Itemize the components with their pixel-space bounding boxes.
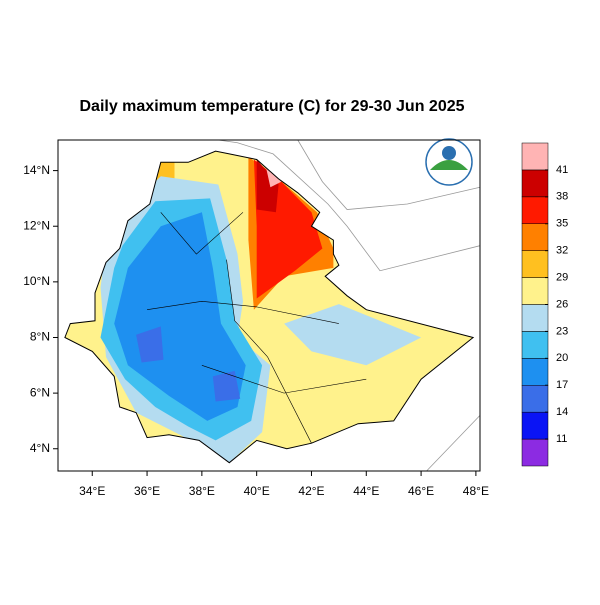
colorbar-label: 20 [556, 352, 568, 364]
colorbar-swatch [521, 169, 549, 198]
colorbar-swatch [521, 385, 549, 413]
colorbar-label: 14 [556, 406, 568, 418]
y-tick-label: 8°N [30, 330, 50, 344]
colorbar-label: 29 [556, 271, 568, 283]
colorbar-swatch [521, 358, 549, 386]
x-tick-label: 48°E [463, 484, 489, 498]
hottest-zone [256, 159, 279, 213]
colorbar-swatch [521, 331, 549, 359]
colorbar-swatch [521, 277, 549, 305]
y-tick-label: 12°N [23, 218, 50, 232]
coastline [297, 139, 481, 210]
admin-boundary [201, 365, 367, 394]
colorbar-label: 17 [556, 379, 568, 391]
y-tick-label: 6°N [30, 385, 50, 399]
admin-boundary [147, 301, 339, 324]
x-tick-label: 42°E [298, 484, 324, 498]
coastline [426, 415, 481, 472]
colorbar-swatch [521, 196, 549, 224]
colorbar-label: 35 [556, 218, 568, 230]
x-tick-label: 38°E [189, 484, 215, 498]
x-tick-label: 46°E [408, 484, 434, 498]
y-tick-label: 4°N [30, 441, 50, 455]
map-title: Daily maximum temperature (C) for 29-30 … [79, 98, 464, 115]
colorbar-swatch [521, 438, 549, 467]
y-tick-label: 14°N [23, 163, 50, 177]
colorbar-swatch [521, 250, 549, 278]
plot-frame [57, 139, 481, 472]
y-tick-label: 10°N [23, 274, 50, 288]
coastline [218, 139, 481, 272]
colorbar-swatch [521, 304, 549, 332]
map-area [64, 139, 481, 472]
colorbar-label: 23 [556, 325, 568, 337]
colorbar-label: 38 [556, 191, 568, 203]
colorbar-label: 32 [556, 245, 568, 257]
colorbar-label: 26 [556, 298, 568, 310]
x-tick-label: 36°E [134, 484, 160, 498]
colorbar-swatch [521, 223, 549, 251]
cold-zone [136, 326, 164, 363]
x-tick-label: 44°E [353, 484, 379, 498]
country-border [64, 150, 475, 464]
temperature-field [64, 151, 474, 463]
admin-boundary [226, 259, 268, 358]
colorbar-label: 41 [556, 164, 568, 176]
colorbar-label: 11 [556, 433, 567, 445]
cold-zone [212, 370, 241, 402]
colorbar-swatch [521, 411, 549, 440]
colorbar-swatch [521, 142, 549, 171]
admin-boundary [267, 356, 312, 444]
x-tick-label: 34°E [79, 484, 105, 498]
x-tick-label: 40°E [244, 484, 270, 498]
logo [425, 138, 473, 186]
admin-boundary [160, 212, 244, 255]
